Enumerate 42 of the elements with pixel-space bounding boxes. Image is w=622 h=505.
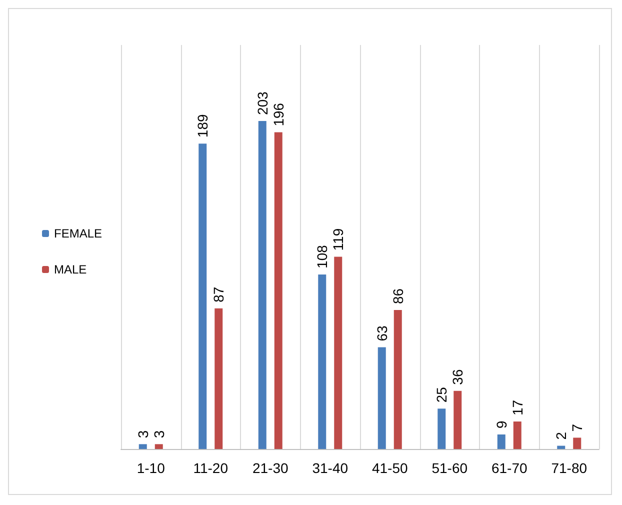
data-label: 189 (194, 114, 211, 138)
data-label: 9 (493, 420, 510, 428)
data-label: 2 (553, 432, 570, 440)
legend-label: FEMALE (54, 226, 102, 240)
bar (138, 444, 147, 449)
bar (334, 256, 342, 449)
data-label: 196 (270, 102, 286, 126)
bar (454, 390, 462, 449)
data-label: 119 (330, 228, 346, 251)
bar (573, 438, 582, 449)
x-tick-label: 51-60 (432, 460, 468, 476)
bar (394, 310, 402, 449)
data-label: 25 (434, 386, 450, 403)
bar (378, 347, 386, 449)
bar (258, 120, 266, 449)
data-label: 17 (509, 400, 526, 416)
x-tick-label: 61-70 (491, 460, 528, 476)
bar (154, 444, 163, 449)
data-label: 87 (210, 286, 227, 302)
data-label: 36 (450, 369, 466, 385)
data-label: 86 (390, 288, 406, 304)
bar (438, 408, 446, 449)
bar (557, 446, 566, 449)
data-label: 3 (134, 430, 151, 438)
legend-label: MALE (54, 262, 87, 276)
data-label: 3 (150, 430, 167, 438)
x-tick-label: 31-40 (312, 460, 348, 476)
bar (497, 434, 506, 449)
data-label: 203 (254, 91, 270, 115)
x-tick-label: 11-20 (193, 460, 228, 476)
x-tick-label: 71-80 (551, 460, 588, 476)
bar (274, 132, 282, 449)
x-tick-label: 21-30 (252, 460, 288, 476)
bar (513, 422, 522, 449)
data-label: 63 (374, 325, 390, 342)
data-label: 108 (314, 244, 330, 268)
bar (214, 308, 223, 449)
bar (198, 144, 207, 449)
data-label: 7 (569, 424, 586, 432)
x-tick-label: 1-10 (136, 460, 166, 476)
x-tick-label: 41-50 (372, 460, 408, 476)
bar (318, 274, 326, 449)
